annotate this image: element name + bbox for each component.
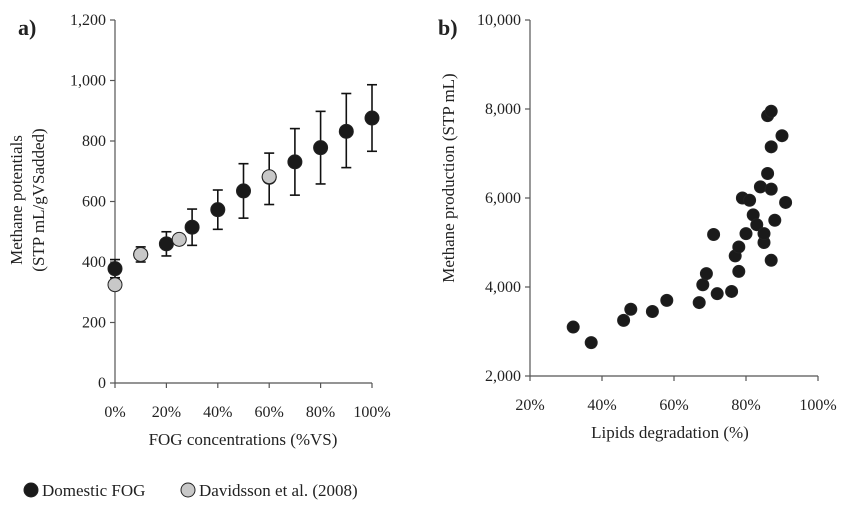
panel-a-y-tick-label: 400 [82,254,106,271]
panel-b-x-tick-label: 20% [515,397,544,414]
panel-b-point [617,313,631,327]
panel-b-point [692,296,706,310]
panel-b-x-tick-label: 60% [659,397,688,414]
legend-label-davidsson: Davidsson et al. (2008) [199,481,358,500]
panel-b-y-tick-label: 4,000 [485,279,521,296]
panel-b: 2,000 4,000 6,000 8,000 10,000 20% 40% 60% 80% 10… [438,12,837,442]
panel-b-x-tick-label: 80% [731,397,760,414]
panel-b-x-tick-label: 100% [799,397,836,414]
legend-label-domestic: Domestic FOG [42,481,145,500]
panel-a-point-domestic [158,236,174,252]
panel-a: 0 200 400 600 800 1,000 1,200 0% 20% 40% 60% 80% 100… [7,12,391,449]
legend-marker-domestic [23,482,39,498]
panel-b-point [584,336,598,350]
legend: Domestic FOG Davidsson et al. (2008) [23,481,358,500]
panel-a-point-domestic [313,140,329,156]
panel-b-x-tick-label: 40% [587,397,616,414]
panel-b-x-axis-title: Lipids degradation (%) [591,423,749,442]
panel-a-y-tick-label: 1,200 [70,12,106,29]
panel-b-point [739,227,753,241]
panel-a-point-domestic [364,110,380,126]
panel-b-point [725,284,739,298]
panel-b-point [624,302,638,316]
panel-b-point [645,304,659,318]
panel-a-point-domestic [210,202,226,218]
panel-b-point [566,320,580,334]
panel-b-y-tick-label: 6,000 [485,190,521,207]
panel-a-x-tick-label: 20% [152,404,181,421]
panel-a-point-domestic [287,154,303,170]
panel-b-point [761,167,775,181]
panel-b-label: b) [438,15,458,40]
panel-a-y-axis-title-line1: Methane potentials [7,135,26,265]
panel-b-point [660,293,674,307]
panel-b-point [750,218,764,232]
panel-a-point-davidsson [107,277,123,293]
panel-b-point [764,182,778,196]
panel-a-y-tick-label: 800 [82,133,106,150]
panel-b-point [699,267,713,281]
panel-a-point-domestic [107,261,123,277]
panel-a-y-axis-title-line2: (STP mL/gVSadded) [29,128,48,271]
panel-b-point [707,227,721,241]
panel-b-point [775,129,789,143]
panel-a-x-tick-label: 60% [255,404,284,421]
panel-b-point [710,287,724,301]
panel-b-point [732,264,746,278]
panel-a-x-tick-label: 0% [104,404,125,421]
panel-b-point [753,180,767,194]
panel-a-y-tick-label: 200 [82,315,106,332]
panel-b-point [764,253,778,267]
panel-a-y-tick-label: 600 [82,194,106,211]
panel-a-x-tick-label: 100% [353,404,390,421]
panel-a-point-domestic [236,183,251,199]
panel-a-y-tick-label: 0 [98,375,106,392]
panel-b-point [768,213,782,227]
panel-a-y-tick-label: 1,000 [70,73,106,90]
legend-marker-davidsson [180,482,196,498]
panel-b-point [732,240,746,254]
panel-a-point-davidsson [261,169,277,185]
panel-b-point [764,140,778,154]
panel-b-point [764,104,778,118]
panel-a-point-davidsson [171,231,187,247]
panel-b-y-tick-label: 8,000 [485,101,521,118]
panel-b-point [743,193,757,207]
panel-b-point [757,227,771,241]
panel-b-point [779,195,793,209]
panel-b-point [696,278,710,292]
panel-b-y-tick-label: 10,000 [477,12,521,29]
panel-a-x-tick-label: 40% [203,404,232,421]
panel-b-y-tick-label: 2,000 [485,368,521,385]
panel-b-y-axis-title: Methane production (STP mL) [439,73,458,282]
panel-a-point-domestic [338,123,354,139]
panel-a-x-tick-label: 80% [306,404,335,421]
panel-a-label: a) [18,15,36,40]
panel-a-point-davidsson [133,246,149,262]
panel-a-x-axis-title: FOG concentrations (%VS) [149,430,338,449]
panel-a-point-domestic [184,219,200,235]
